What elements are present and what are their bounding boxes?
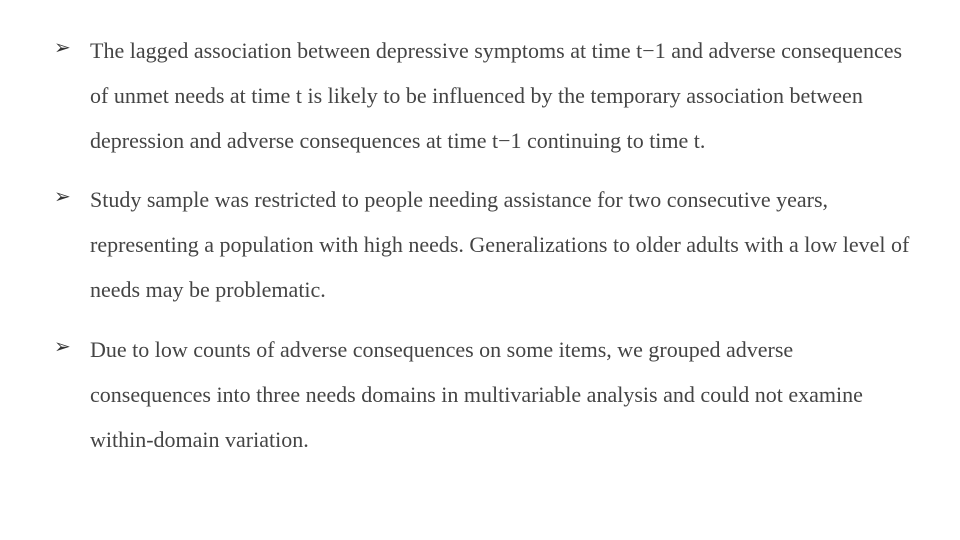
bullet-text: Due to low counts of adverse consequence… bbox=[90, 337, 863, 452]
list-item: Due to low counts of adverse consequence… bbox=[50, 327, 910, 462]
list-item: Study sample was restricted to people ne… bbox=[50, 177, 910, 312]
bullet-text: The lagged association between depressiv… bbox=[90, 38, 902, 153]
slide: The lagged association between depressiv… bbox=[0, 0, 960, 540]
bullet-text: Study sample was restricted to people ne… bbox=[90, 187, 909, 302]
bullet-list: The lagged association between depressiv… bbox=[50, 28, 910, 462]
list-item: The lagged association between depressiv… bbox=[50, 28, 910, 163]
